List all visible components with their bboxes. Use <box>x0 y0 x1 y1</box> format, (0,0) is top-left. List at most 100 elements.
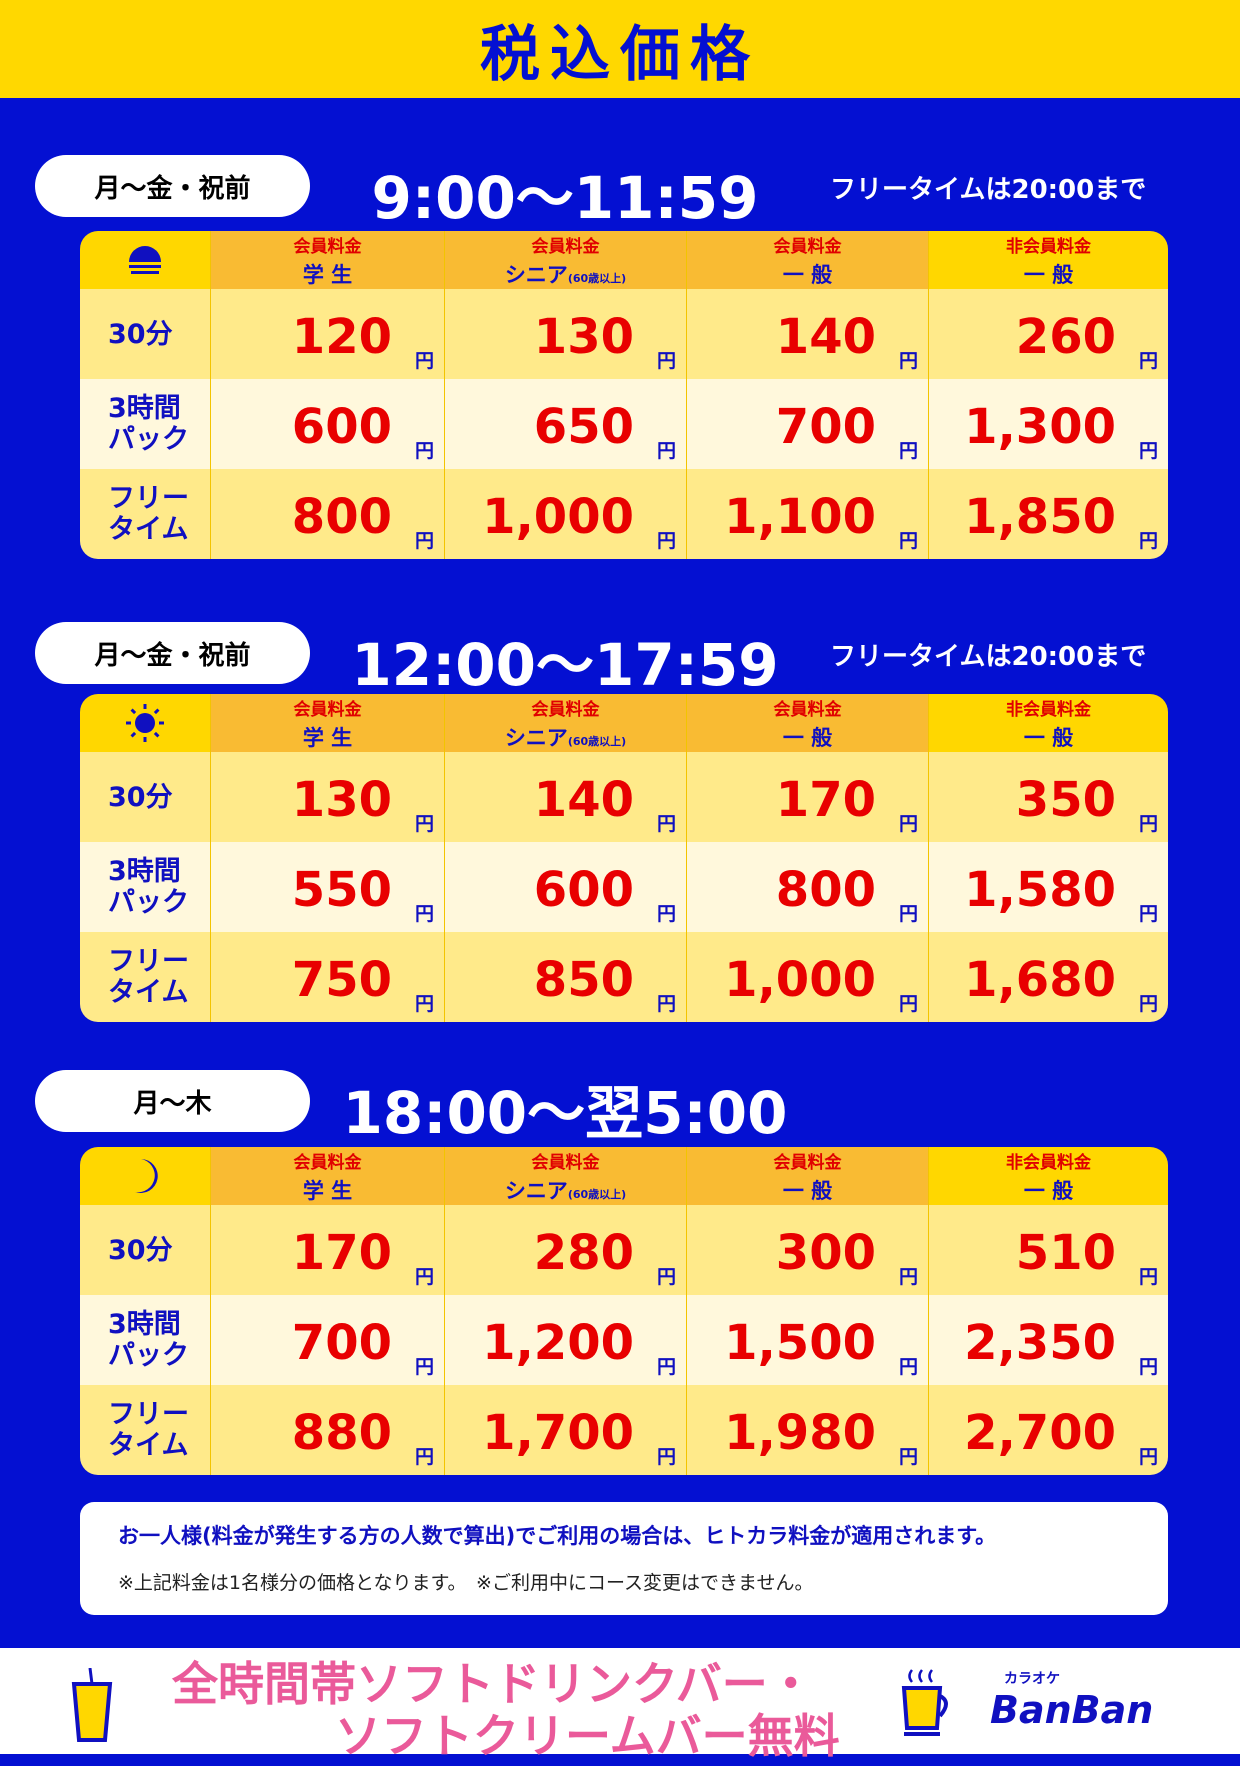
yen-unit: 円 <box>656 1356 676 1378</box>
promo-line-2: ソフトクリームバー無料 <box>335 1709 840 1763</box>
price-value: 260 <box>1015 309 1116 365</box>
price-value: 170 <box>291 1225 392 1281</box>
price-cell: 350 円 <box>928 752 1168 842</box>
hot-cup-icon <box>901 1669 948 1736</box>
customer-type: シニア(60歳以上) <box>504 1178 627 1203</box>
row-label: 30分 <box>80 1205 210 1295</box>
logo-text: BanBan <box>990 1688 1154 1732</box>
price-value: 850 <box>533 952 634 1008</box>
column-header: 非会員料金一 般 <box>928 1147 1168 1205</box>
price-value: 170 <box>775 772 876 828</box>
drink-cup-icon <box>71 1668 113 1742</box>
price-value: 550 <box>291 862 392 918</box>
customer-type: シニア(60歳以上) <box>504 262 627 287</box>
price-value: 650 <box>533 399 634 455</box>
yen-unit: 円 <box>414 440 434 462</box>
membership-type: 会員料金 <box>773 236 842 257</box>
yen-unit: 円 <box>414 993 434 1015</box>
price-value: 120 <box>291 309 392 365</box>
yen-unit: 円 <box>898 350 918 372</box>
days-label: 月〜金・祝前 <box>35 155 310 217</box>
yen-unit: 円 <box>1138 530 1158 552</box>
price-cell: 850 円 <box>444 932 686 1022</box>
days-label: 月〜木 <box>35 1070 310 1132</box>
price-value: 140 <box>775 309 876 365</box>
banban-logo: カラオケ BanBan <box>990 1668 1153 1732</box>
column-header: 会員料金一 般 <box>686 694 928 752</box>
column-header: 非会員料金一 般 <box>928 231 1168 289</box>
price-value: 700 <box>291 1315 392 1371</box>
yen-unit: 円 <box>1138 1446 1158 1468</box>
free-time-note: フリータイムは20:00まで <box>830 175 1147 205</box>
price-cell: 800 円 <box>686 842 928 932</box>
customer-type: 一 般 <box>1023 262 1074 287</box>
yen-unit: 円 <box>898 813 918 835</box>
column-header: 会員料金シニア(60歳以上) <box>444 231 686 289</box>
membership-type: 会員料金 <box>531 699 600 720</box>
price-value: 1,000 <box>724 952 876 1008</box>
price-cell: 1,850 円 <box>928 469 1168 559</box>
customer-type: 一 般 <box>782 725 833 750</box>
customer-type: 一 般 <box>782 1178 833 1203</box>
row-label: 30分 <box>80 289 210 379</box>
time-range: 12:00〜17:59 <box>351 631 779 699</box>
yen-unit: 円 <box>414 530 434 552</box>
price-cell: 1,980 円 <box>686 1385 928 1475</box>
membership-type: 会員料金 <box>773 699 842 720</box>
column-header: 会員料金一 般 <box>686 231 928 289</box>
row-label: 3時間 パック <box>80 842 210 932</box>
membership-type: 会員料金 <box>531 236 600 257</box>
price-value: 880 <box>291 1405 392 1461</box>
column-header: 非会員料金一 般 <box>928 694 1168 752</box>
price-cell: 800 円 <box>210 469 444 559</box>
price-cell: 2,350 円 <box>928 1295 1168 1385</box>
customer-type: 学 生 <box>302 1178 353 1203</box>
customer-type: 学 生 <box>302 725 353 750</box>
price-value: 510 <box>1015 1225 1116 1281</box>
row-label: フリー タイム <box>80 469 210 559</box>
yen-unit: 円 <box>898 903 918 925</box>
yen-unit: 円 <box>414 1356 434 1378</box>
row-label: フリー タイム <box>80 932 210 1022</box>
price-cell: 260 円 <box>928 289 1168 379</box>
yen-unit: 円 <box>898 440 918 462</box>
yen-unit: 円 <box>1138 813 1158 835</box>
price-cell: 1,700 円 <box>444 1385 686 1475</box>
notice-box: お一人様(料金が発生する方の人数で算出)でご利用の場合は、ヒトカラ料金が適用され… <box>80 1502 1168 1615</box>
yen-unit: 円 <box>414 813 434 835</box>
yen-unit: 円 <box>414 1266 434 1288</box>
price-cell: 550 円 <box>210 842 444 932</box>
price-cell: 880 円 <box>210 1385 444 1475</box>
price-value: 140 <box>533 772 634 828</box>
yen-unit: 円 <box>656 903 676 925</box>
membership-type: 非会員料金 <box>1006 699 1091 720</box>
column-header: 会員料金一 般 <box>686 1147 928 1205</box>
row-label: フリー タイム <box>80 1385 210 1475</box>
yen-unit: 円 <box>414 903 434 925</box>
customer-type: 一 般 <box>1023 725 1074 750</box>
days-label: 月〜金・祝前 <box>35 622 310 684</box>
price-cell: 1,100 円 <box>686 469 928 559</box>
price-cell: 700 円 <box>686 379 928 469</box>
footer: 全時間帯ソフトドリンクバー・ ソフトクリームバー無料 カラオケ BanBan <box>0 1648 1240 1763</box>
price-cell: 300 円 <box>686 1205 928 1295</box>
yen-unit: 円 <box>656 530 676 552</box>
price-cell: 140 円 <box>444 752 686 842</box>
yen-unit: 円 <box>1138 1356 1158 1378</box>
page-title: 税込価格 <box>480 19 760 90</box>
membership-type: 会員料金 <box>531 1152 600 1173</box>
price-value: 800 <box>291 489 392 545</box>
membership-type: 会員料金 <box>293 1152 362 1173</box>
price-value: 1,980 <box>724 1405 876 1461</box>
column-header: 会員料金 シニア(60歳以上) <box>444 694 686 752</box>
price-cell: 170 円 <box>686 752 928 842</box>
price-cell: 600 円 <box>210 379 444 469</box>
price-cell: 130 円 <box>210 752 444 842</box>
customer-type: 一 般 <box>782 262 833 287</box>
price-table: 会員料金学 生会員料金 シニア(60歳以上) 会員料金一 般非会員料金一 般 30分 1… <box>80 694 1168 1022</box>
column-header: 会員料金学 生 <box>210 1147 444 1205</box>
price-cell: 600 円 <box>444 842 686 932</box>
yen-unit: 円 <box>656 1446 676 1468</box>
row-label: 3時間 パック <box>80 1295 210 1385</box>
yen-unit: 円 <box>898 993 918 1015</box>
